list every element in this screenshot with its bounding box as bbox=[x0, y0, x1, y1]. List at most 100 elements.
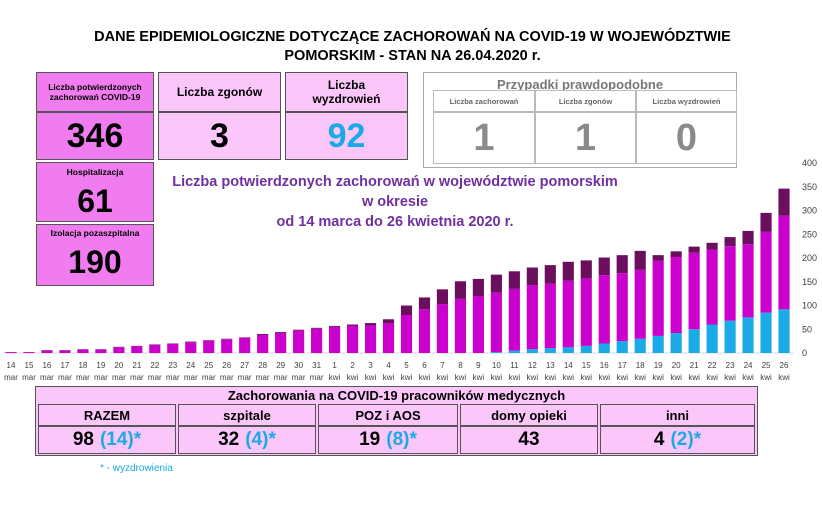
x-tick-day: 12 bbox=[528, 361, 537, 370]
x-tick-day: 22 bbox=[708, 361, 717, 370]
bar-segment bbox=[616, 255, 628, 274]
bar-segment bbox=[742, 317, 754, 354]
x-tick-month: kwi bbox=[527, 373, 539, 382]
chart-title-line-2: od 14 marca do 26 kwietnia 2020 r. bbox=[276, 214, 514, 230]
bar-segment bbox=[652, 260, 664, 336]
bar-segment bbox=[724, 237, 736, 247]
y-tick-label: 300 bbox=[802, 206, 817, 216]
medical-value-recovered: (8)* bbox=[386, 429, 417, 450]
x-tick-month: kwi bbox=[491, 373, 503, 382]
x-tick-month: mar bbox=[94, 373, 108, 382]
medical-value-number: 43 bbox=[518, 429, 540, 450]
footnote: * - wyzdrowienia bbox=[100, 463, 173, 474]
x-tick-month: kwi bbox=[634, 373, 646, 382]
bar-segment bbox=[275, 333, 287, 353]
x-tick-month: kwi bbox=[329, 373, 341, 382]
x-tick-day: 18 bbox=[78, 361, 87, 370]
bar-segment bbox=[59, 350, 71, 354]
bar-segment bbox=[311, 327, 323, 329]
recovered-value: 92 bbox=[327, 116, 366, 155]
y-tick-label: 400 bbox=[802, 158, 817, 168]
x-tick-day: 16 bbox=[42, 361, 51, 370]
x-tick-month: mar bbox=[220, 373, 234, 382]
x-tick-day: 13 bbox=[546, 361, 555, 370]
bar-segment bbox=[724, 320, 736, 353]
bar-segment bbox=[400, 315, 413, 353]
deaths-value: 3 bbox=[210, 116, 229, 155]
bar-segment bbox=[382, 319, 395, 324]
x-tick-month: kwi bbox=[473, 373, 485, 382]
bar-segment bbox=[131, 346, 143, 353]
bar-segment bbox=[598, 343, 610, 353]
bar-segment bbox=[203, 340, 215, 353]
bar-segment bbox=[616, 273, 628, 342]
cases-bar-chart: 14mar15mar16mar17mar18mar19mar20mar21mar… bbox=[2, 158, 817, 382]
x-tick-month: kwi bbox=[778, 373, 790, 382]
x-tick-month: kwi bbox=[616, 373, 628, 382]
bar-segment bbox=[706, 242, 718, 250]
bar-segment bbox=[239, 337, 251, 353]
x-tick-month: kwi bbox=[383, 373, 395, 382]
x-tick-day: 31 bbox=[312, 361, 321, 370]
bar-segment bbox=[185, 342, 197, 353]
x-tick-day: 24 bbox=[744, 361, 753, 370]
medical-workers-title: Zachorowania na COVID-19 pracowników med… bbox=[227, 388, 566, 403]
medical-value-recovered: (2)* bbox=[670, 429, 702, 450]
y-tick-label: 50 bbox=[802, 324, 812, 334]
x-tick-month: kwi bbox=[598, 373, 610, 382]
deaths-value-tile: 3 bbox=[158, 112, 281, 160]
x-tick-day: 18 bbox=[636, 361, 645, 370]
bar-segment bbox=[688, 246, 700, 253]
x-tick-day: 17 bbox=[60, 361, 69, 370]
y-tick-label: 250 bbox=[802, 229, 817, 239]
x-tick-day: 25 bbox=[762, 361, 771, 370]
bar-segment bbox=[329, 325, 341, 327]
confirmed-label: Liczba potwierdzonych zachorowań COVID-1… bbox=[48, 82, 142, 102]
probable-cases-title: Przypadki prawdopodobne bbox=[496, 77, 664, 92]
confirmed-value-tile: 346 bbox=[36, 112, 154, 160]
x-tick-day: 3 bbox=[368, 361, 373, 370]
bar-segment bbox=[706, 324, 718, 353]
bar-segment bbox=[634, 338, 646, 353]
bar-segment bbox=[41, 350, 53, 354]
bar-segment bbox=[346, 324, 359, 326]
x-tick-month: mar bbox=[256, 373, 270, 382]
probable-recovered-value: 0 bbox=[636, 112, 737, 164]
x-tick-day: 14 bbox=[7, 361, 16, 370]
medical-column-value: 19 (8)* bbox=[318, 426, 458, 454]
recovered-label: Liczba wyzdrowień bbox=[312, 78, 381, 106]
x-tick-day: 16 bbox=[600, 361, 609, 370]
bar-segment bbox=[77, 349, 89, 353]
x-tick-day: 20 bbox=[114, 361, 123, 370]
bar-segment bbox=[472, 278, 484, 296]
x-tick-day: 21 bbox=[690, 361, 699, 370]
bar-segment bbox=[670, 257, 682, 334]
bar-segment bbox=[472, 296, 484, 353]
x-tick-day: 8 bbox=[458, 361, 463, 370]
bar-segment bbox=[454, 281, 466, 299]
x-tick-month: mar bbox=[166, 373, 180, 382]
chart-title: Liczba potwierdzonych zachorowań w wojew… bbox=[170, 172, 620, 232]
isolation-label: Izolacja pozaszpitalna bbox=[50, 228, 140, 238]
x-tick-month: kwi bbox=[652, 373, 664, 382]
bar-segment bbox=[562, 347, 574, 353]
x-tick-day: 21 bbox=[132, 361, 141, 370]
medical-column-header: szpitale bbox=[178, 404, 316, 426]
x-tick-day: 6 bbox=[422, 361, 427, 370]
bar-segment bbox=[760, 212, 772, 232]
bar-segment bbox=[436, 289, 449, 305]
x-tick-day: 22 bbox=[150, 361, 159, 370]
x-tick-month: mar bbox=[238, 373, 252, 382]
bar-segment bbox=[346, 325, 359, 353]
bar-segment bbox=[544, 283, 556, 349]
bar-segment bbox=[688, 252, 700, 330]
bar-segment bbox=[778, 215, 790, 310]
bar-segment bbox=[293, 329, 305, 331]
bar-segment bbox=[742, 244, 754, 318]
x-tick-day: 23 bbox=[168, 361, 177, 370]
y-tick-label: 200 bbox=[802, 253, 817, 263]
x-tick-month: kwi bbox=[401, 373, 413, 382]
bar-segment bbox=[670, 333, 682, 353]
x-tick-month: kwi bbox=[760, 373, 772, 382]
bar-segment bbox=[400, 305, 413, 315]
